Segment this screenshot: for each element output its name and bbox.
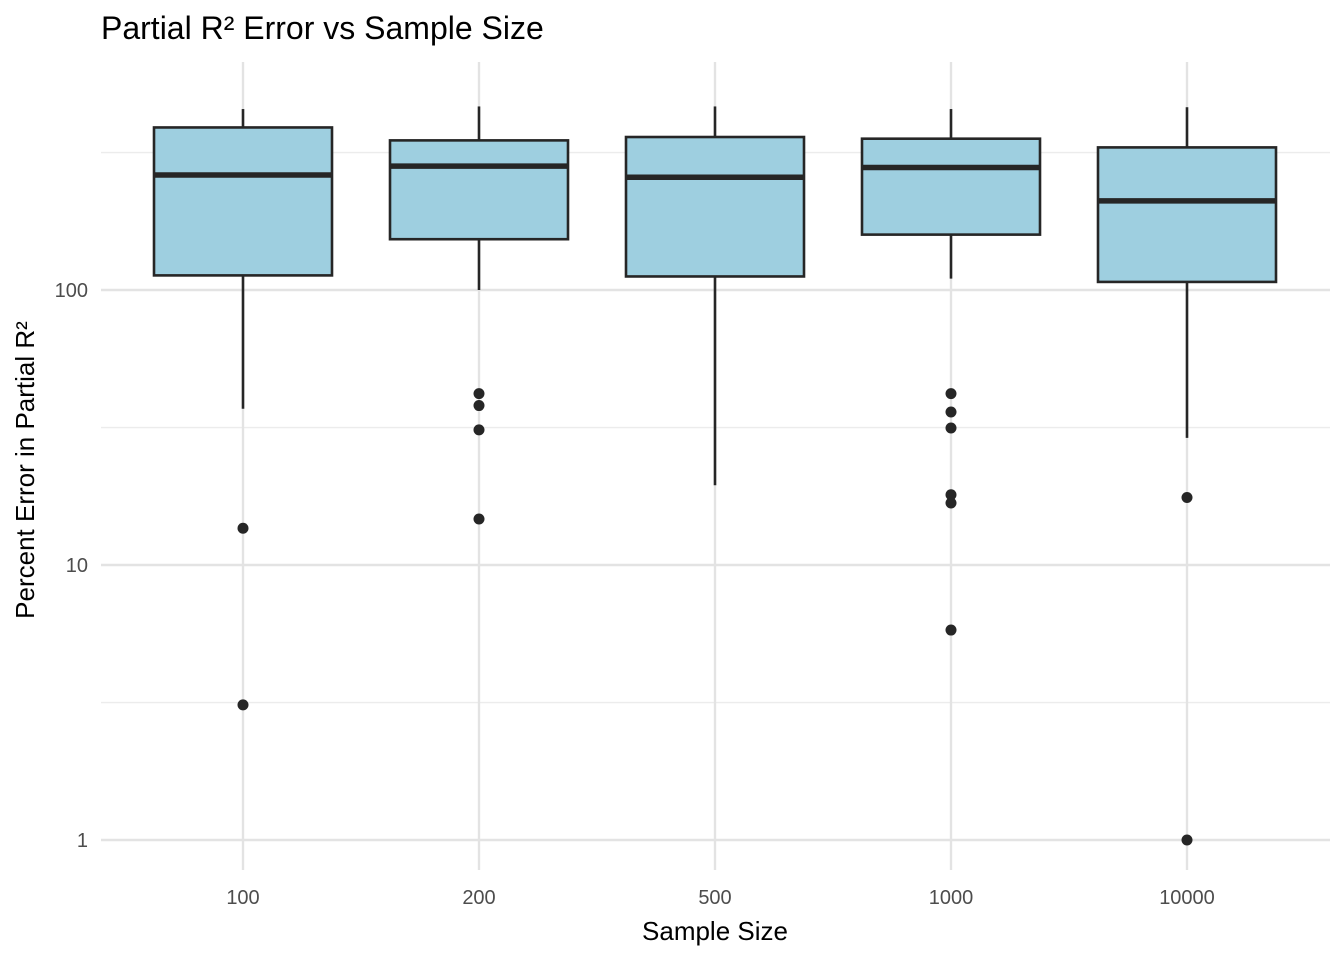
y-axis: 1 10 100	[55, 280, 88, 852]
x-axis: 100 200 500 1000 10000	[226, 887, 1215, 909]
chart-title: Partial R² Error vs Sample Size	[101, 10, 544, 46]
box	[624, 135, 806, 278]
outlier-point	[237, 522, 249, 534]
box	[388, 139, 570, 241]
outlier-point	[945, 388, 957, 400]
plot-area	[152, 106, 1278, 846]
outlier-point	[473, 513, 485, 525]
y-tick-label: 1	[77, 830, 88, 852]
x-tick-label: 10000	[1159, 887, 1215, 909]
x-tick-label: 100	[226, 887, 259, 909]
boxplot-100	[152, 109, 334, 711]
y-tick-label: 100	[55, 280, 88, 302]
x-tick-label: 200	[462, 887, 495, 909]
outlier-point	[473, 424, 485, 436]
box	[860, 137, 1042, 236]
outlier-point	[945, 497, 957, 509]
x-axis-title: Sample Size	[642, 916, 788, 946]
outlier-point	[1181, 491, 1193, 503]
box	[152, 126, 334, 277]
outlier-point	[237, 699, 249, 711]
boxplot-500	[624, 106, 806, 486]
outlier-point	[473, 400, 485, 412]
x-tick-label: 1000	[929, 887, 974, 909]
y-tick-label: 10	[66, 555, 88, 577]
x-tick-label: 500	[698, 887, 731, 909]
outlier-point	[1181, 834, 1193, 846]
box	[1096, 146, 1278, 284]
outlier-point	[945, 422, 957, 434]
boxplot-10000	[1096, 107, 1278, 846]
boxplot-200	[388, 106, 570, 525]
boxplot-1000	[860, 109, 1042, 636]
outlier-point	[945, 624, 957, 636]
outlier-point	[945, 406, 957, 418]
outlier-point	[945, 489, 957, 501]
outlier-point	[473, 388, 485, 400]
y-axis-title: Percent Error in Partial R²	[10, 321, 40, 619]
